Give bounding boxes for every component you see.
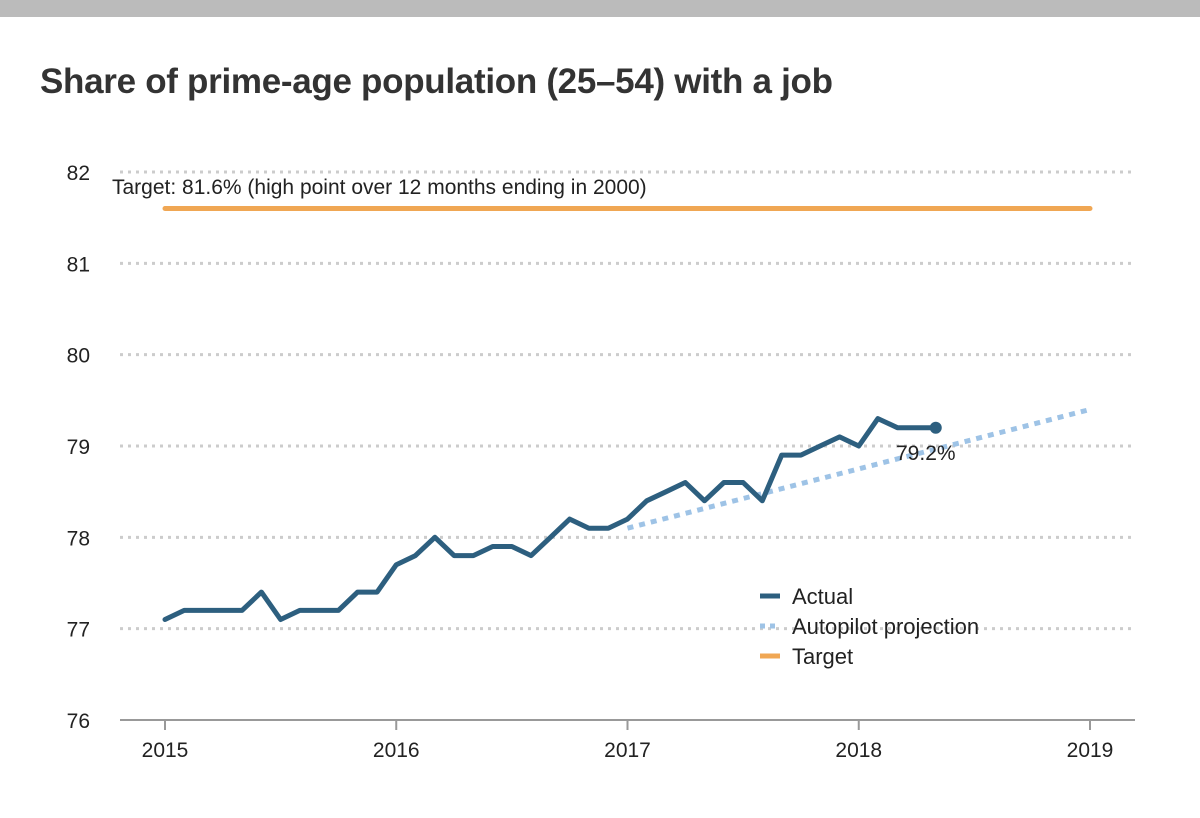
x-tick-label-2016: 2016: [373, 739, 420, 762]
legend-label-actual: Actual: [792, 584, 853, 609]
top-bar: [0, 0, 1200, 17]
legend-label-target: Target: [792, 644, 853, 669]
last-value-label: 79.2%: [896, 442, 956, 465]
x-tick-label-2019: 2019: [1067, 739, 1114, 762]
x-tick-label-2018: 2018: [835, 739, 882, 762]
series-line-autopilot-projection: [626, 407, 1091, 531]
x-tick-label-2015: 2015: [142, 739, 189, 762]
y-tick-label-80: 80: [67, 345, 90, 368]
y-tick-label-76: 76: [67, 710, 90, 733]
y-tick-label-81: 81: [67, 253, 90, 276]
y-tick-label-77: 77: [67, 619, 90, 642]
series-group: [162, 206, 1093, 622]
chart-title: Share of prime-age population (25–54) wi…: [40, 62, 833, 101]
legend-label-autopilot-projection: Autopilot projection: [792, 614, 979, 639]
y-tick-label-82: 82: [67, 162, 90, 185]
series-line-actual: [162, 416, 939, 622]
last-point-marker: [929, 421, 942, 434]
y-tick-label-78: 78: [67, 527, 90, 550]
grid: [120, 170, 1135, 631]
y-tick-label-79: 79: [67, 436, 90, 459]
target-annotation: Target: 81.6% (high point over 12 months…: [112, 176, 647, 199]
x-tick-label-2017: 2017: [604, 739, 651, 762]
y-axis-ticks: 76 77 78 79 80 81 82: [67, 162, 90, 733]
x-axis-ticks: 2015 2016 2017 2018 2019: [142, 720, 1114, 762]
legend: Actual Autopilot projection Target: [760, 584, 979, 669]
